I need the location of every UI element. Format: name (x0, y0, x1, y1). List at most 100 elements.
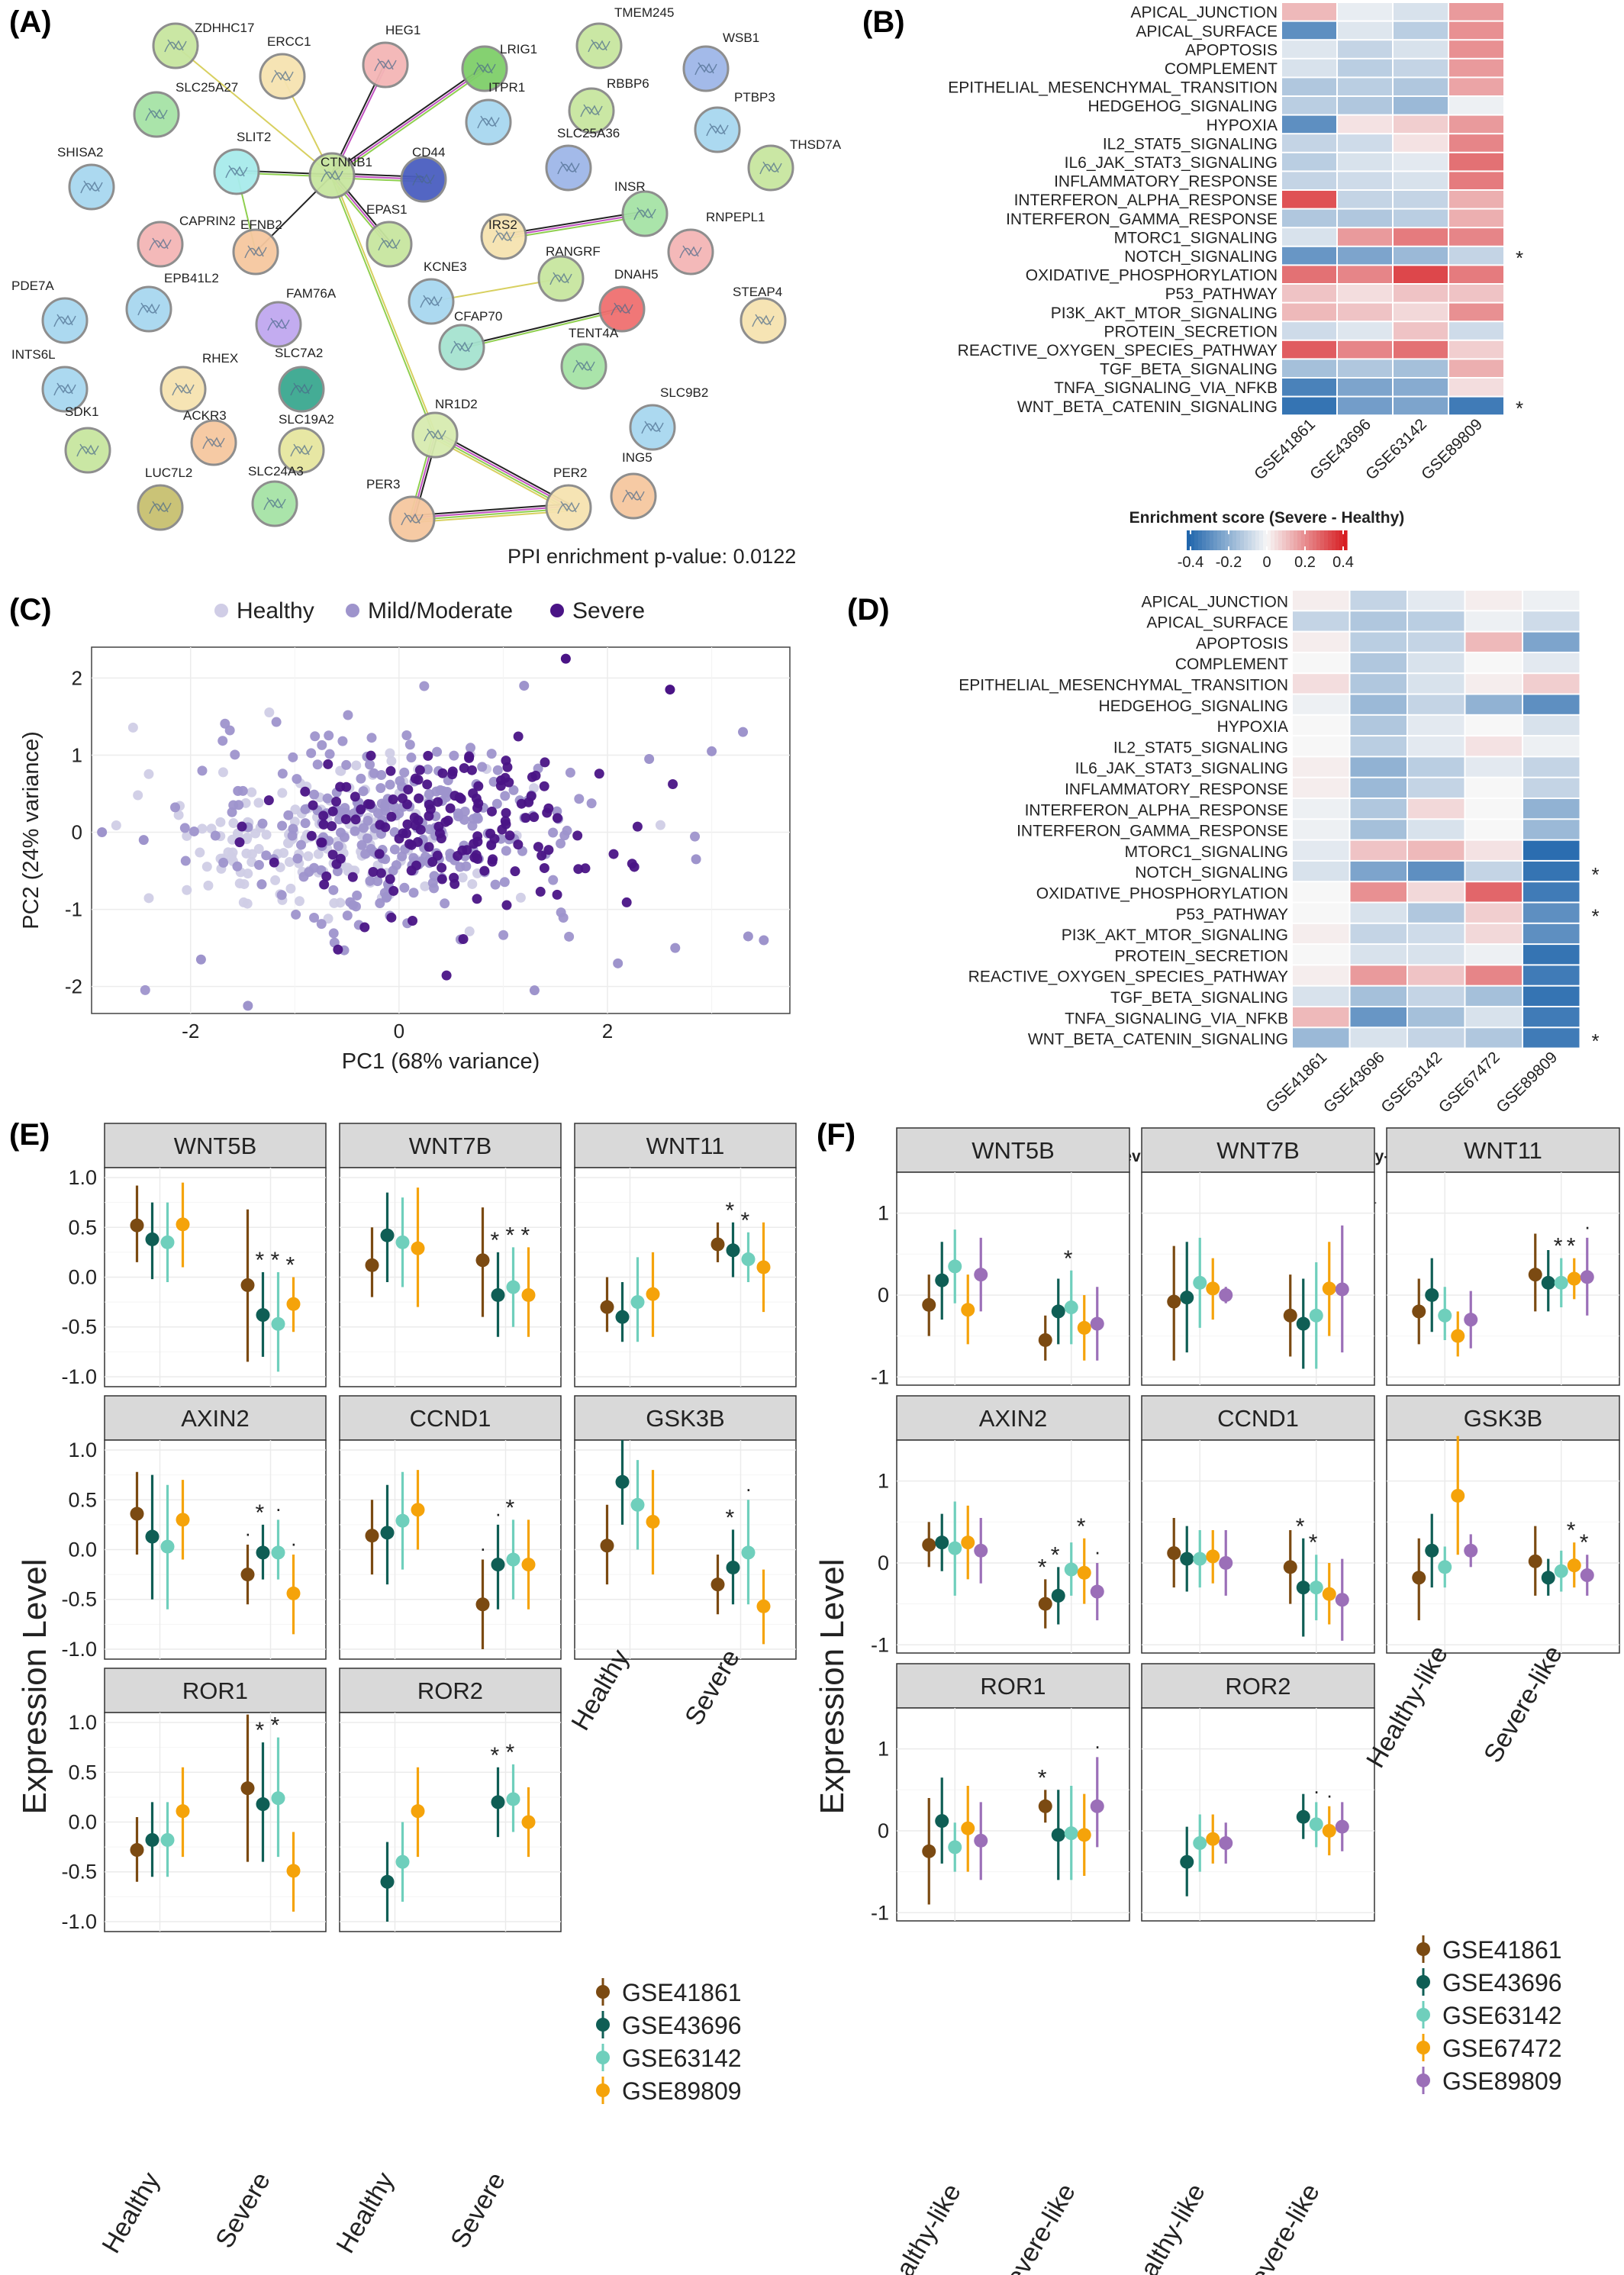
pca-point (322, 793, 333, 804)
pca-point (437, 874, 447, 885)
significance-star: * (1038, 1555, 1047, 1580)
heatmap-cell (1465, 632, 1522, 652)
pca-point (253, 859, 264, 870)
colorbar-segment (1229, 530, 1233, 550)
significance-dot: · (1326, 1784, 1333, 1806)
heatmap-cell (1350, 715, 1406, 736)
pca-point (309, 913, 320, 923)
ppi-edge (433, 435, 569, 510)
heatmap-cell (1350, 736, 1406, 756)
panel-label-c: (C) (9, 593, 52, 627)
pca-point (508, 785, 519, 795)
facet-strip (1386, 1395, 1620, 1441)
facet-strip-label: GSK3B (646, 1405, 724, 1432)
panel-label-e: (E) (9, 1118, 50, 1152)
heatmap-row-label: INTERFERON_GAMMA_RESPONSE (1006, 211, 1278, 228)
facet-point (365, 1529, 379, 1543)
pca-point (300, 786, 311, 797)
ppi-node: TMEM245 (575, 5, 674, 69)
pca-point (365, 759, 375, 770)
heatmap-row-label: MTORC1_SIGNALING (1114, 229, 1278, 247)
pca-point (397, 851, 408, 862)
pca-point (283, 838, 294, 849)
pca-point (328, 928, 339, 939)
pca-point (437, 768, 448, 778)
heatmap-cell (1350, 778, 1406, 798)
heatmap-cell (1350, 820, 1406, 839)
heatmap-cell (1350, 903, 1406, 923)
heatmap-cell (1282, 285, 1336, 302)
heatmap-cell (1394, 209, 1448, 227)
facet-point (1038, 1332, 1052, 1347)
ppi-node-label: ZDHHC17 (195, 21, 254, 35)
pca-point (548, 875, 559, 885)
heatmap-cell (1408, 840, 1464, 860)
facet-y-tick-label: -1.0 (61, 1910, 97, 1933)
pca-point (562, 825, 572, 836)
pca-point (458, 934, 469, 945)
heatmap-cell (1394, 134, 1448, 152)
pca-point (335, 853, 346, 864)
pca-point (406, 865, 417, 876)
ppi-node-structure (706, 123, 729, 137)
facet-point (240, 1568, 255, 1582)
ppi-node: SLIT2 (213, 130, 271, 195)
facet-point (630, 1497, 645, 1512)
heatmap-cell (1338, 172, 1392, 189)
heatmap-cell (1394, 172, 1448, 189)
facet-strip-label: AXIN2 (979, 1405, 1048, 1432)
significance-dot: · (1584, 1215, 1591, 1238)
ppi-node-label: THSD7A (790, 137, 842, 152)
significance-star: * (1309, 1530, 1318, 1555)
pca-point (232, 861, 243, 872)
significance-dot: · (291, 1532, 298, 1555)
heatmap-cell (1350, 757, 1406, 777)
facet-point (521, 1287, 536, 1302)
heatmap-cell (1465, 840, 1522, 860)
ppi-node: SLC24A3 (248, 464, 304, 527)
heatmap-cell (1394, 21, 1448, 40)
heatmap-cell (1394, 228, 1448, 246)
facet-point (240, 1781, 255, 1796)
facet-strip (1386, 1127, 1620, 1173)
pca-x-tick-label: 2 (602, 1020, 613, 1042)
pca-point (621, 897, 632, 907)
pca-point (271, 717, 282, 727)
pca-point (564, 931, 575, 942)
significance-star: * (741, 1208, 750, 1233)
ppi-node-structure (549, 272, 572, 285)
f-legend-label: GSE67472 (1442, 2035, 1562, 2062)
heatmap-row-label: INFLAMMATORY_RESPONSE (1054, 173, 1278, 191)
colorbar-segment (1259, 530, 1264, 550)
heatmap-cell (1394, 397, 1448, 415)
facet-y-tick-label: -1.0 (61, 1638, 97, 1661)
facet-point (961, 1535, 975, 1550)
ppi-node-structure (244, 245, 267, 259)
ppi-node-structure (145, 108, 168, 121)
facet-point (726, 1243, 740, 1258)
pca-point (195, 847, 205, 858)
pca-point (287, 830, 298, 841)
facet-point (506, 1280, 520, 1294)
pca-point (471, 849, 482, 860)
facet-point (256, 1308, 270, 1323)
heatmap-row-label: NOTCH_SIGNALING (1124, 248, 1278, 266)
ppi-node-structure (420, 295, 443, 308)
pca-point (608, 849, 619, 859)
ppi-node-label: NR1D2 (435, 397, 478, 411)
e-legend-key-point (596, 2083, 610, 2097)
heatmap-row-label: WNT_BETA_CATENIN_SIGNALING (1028, 1031, 1288, 1049)
heatmap-row-label: COMPLEMENT (1175, 656, 1288, 673)
pca-point (427, 856, 438, 867)
colorbar-segment (1194, 530, 1199, 550)
heatmap-cell (1394, 322, 1448, 340)
heatmap-row-label: EPITHELIAL_MESENCHYMAL_TRANSITION (959, 676, 1288, 694)
ppi-node: THSD7A (747, 137, 842, 192)
facet-y-tick-label: 0.5 (68, 1488, 97, 1511)
facet-point (145, 1832, 160, 1847)
panel-labels: (A) (B) (C) (D) (E) (F) (9, 5, 905, 1152)
ppi-edge (462, 309, 623, 350)
facet-point (1206, 1281, 1220, 1296)
facet-point (600, 1539, 614, 1553)
ppi-node-label: INSR (614, 179, 646, 194)
